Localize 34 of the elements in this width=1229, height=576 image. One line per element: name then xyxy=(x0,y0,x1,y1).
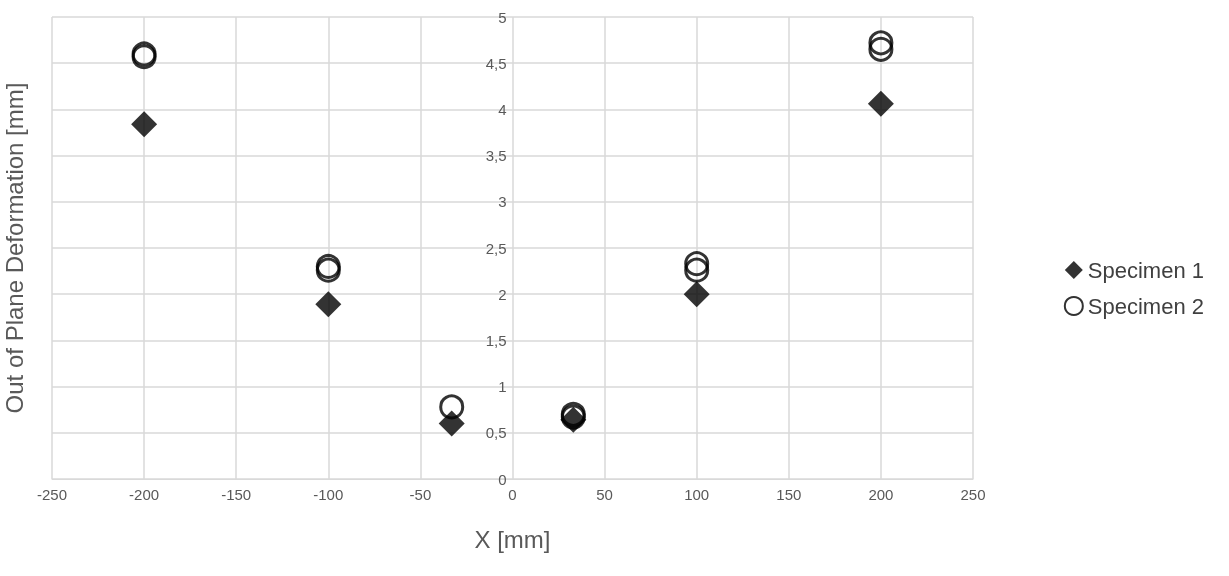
y-tick-label: 4,5 xyxy=(485,54,507,72)
x-tick-label: -200 xyxy=(129,486,160,503)
point xyxy=(868,36,894,62)
y-tick-label: 2,5 xyxy=(485,239,507,257)
point xyxy=(131,111,158,138)
x-tick-label: -100 xyxy=(313,486,344,503)
point xyxy=(867,90,894,117)
point xyxy=(868,30,894,56)
y-tick-label: 1,5 xyxy=(485,331,507,349)
y-tick-label: 3,5 xyxy=(485,147,507,165)
y-tick-label: 2 xyxy=(498,285,507,303)
y-tick-label: 4 xyxy=(498,100,507,118)
x-tick-label: 100 xyxy=(684,486,710,503)
y-axis-title: Out of Plane Deformation [mm] xyxy=(0,82,28,414)
legend-label: Specimen 2 xyxy=(1087,293,1205,319)
point xyxy=(684,251,710,277)
y-tick-label: 0 xyxy=(498,470,507,488)
y-tick-label: 5 xyxy=(498,8,507,26)
legend-label: Specimen 1 xyxy=(1087,257,1205,283)
x-tick-label: -250 xyxy=(36,486,68,503)
x-tick-label: 50 xyxy=(596,486,613,503)
y-tick-label: 0,5 xyxy=(485,424,507,442)
y-tick-label: 1 xyxy=(498,378,507,396)
point xyxy=(683,281,710,308)
x-axis-title: X [mm] xyxy=(474,525,551,553)
point xyxy=(439,394,465,420)
x-tick-label: -150 xyxy=(221,486,252,503)
x-tick-label: 200 xyxy=(868,486,894,503)
point xyxy=(315,291,342,318)
y-tick-label: 3 xyxy=(498,193,507,211)
x-tick-label: 250 xyxy=(960,486,986,503)
x-tick-label: -50 xyxy=(409,486,432,503)
point xyxy=(684,257,710,283)
x-tick-label: 150 xyxy=(776,486,802,503)
